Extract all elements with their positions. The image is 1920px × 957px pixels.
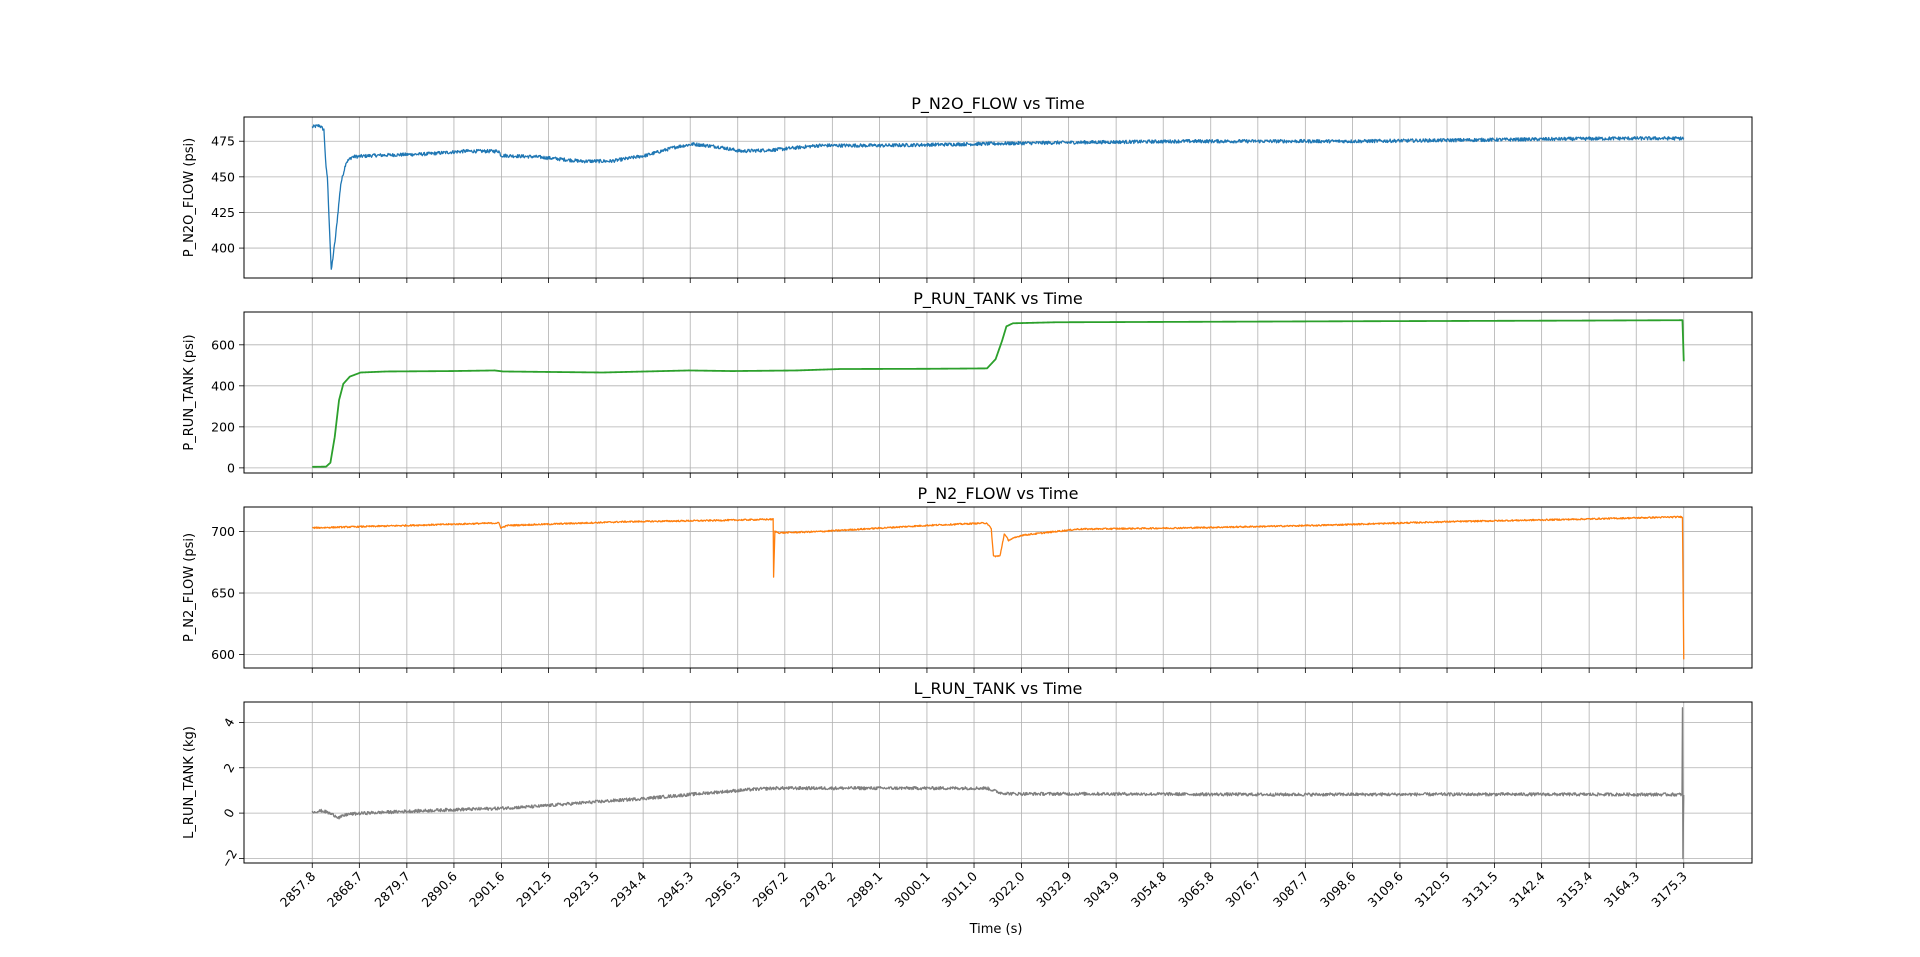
x-tick-label: 2912.5 (513, 869, 555, 911)
axes-frame (243, 506, 1753, 669)
y-axis-label: P_N2_FLOW (psi) (182, 533, 197, 642)
subplot-title: P_RUN_TANK vs Time (913, 289, 1083, 309)
x-tick-label: 3142.4 (1506, 868, 1548, 910)
y-tick-label: 4 (221, 715, 238, 729)
x-tick-label: 2989.1 (844, 869, 886, 911)
x-tick-label: 2934.4 (608, 868, 650, 910)
x-tick-label: 3054.8 (1128, 868, 1170, 910)
x-tick-label: 3164.3 (1601, 869, 1643, 911)
y-axis-label: L_RUN_TANK (kg) (182, 726, 197, 839)
x-tick-label: 2967.2 (749, 869, 791, 911)
subplot-1: P_N2O_FLOW vs Time 400 425 450 475 P_N2O_FLOW… (182, 94, 1753, 283)
x-tick-label: 3098.6 (1317, 868, 1359, 910)
axes-frame (243, 116, 1753, 279)
subplot-title: P_N2_FLOW vs Time (918, 484, 1079, 504)
y-axis-label: P_N2O_FLOW (psi) (182, 138, 197, 257)
subplot-3: P_N2_FLOW vs Time 600 650 700 P_N2_FLOW (psi… (182, 484, 1753, 673)
x-tick-label: 2923.5 (561, 869, 603, 911)
x-tick-label: 3011.0 (939, 868, 981, 910)
y-tick-label: 700 (211, 524, 235, 539)
x-tick-label: 2945.3 (655, 869, 697, 911)
x-tick-label: 3022.0 (986, 868, 1028, 910)
x-tick-label: 3120.5 (1412, 869, 1454, 911)
x-tick-label: 3032.9 (1033, 868, 1075, 910)
subplot-title: L_RUN_TANK vs Time (914, 679, 1083, 699)
x-tick-label: 3131.5 (1459, 869, 1501, 911)
y-tick-label: 650 (211, 586, 235, 601)
y-tick-label: 425 (211, 205, 235, 220)
y-axis-label: P_RUN_TANK (psi) (182, 334, 197, 450)
x-tick-label: 2868.7 (324, 869, 366, 911)
x-tick-label: 2879.7 (371, 869, 413, 911)
y-tick-label: 200 (211, 419, 235, 434)
x-axis-label: Time (s) (969, 922, 1023, 937)
y-tick-label: 400 (211, 241, 235, 256)
y-tick-label: 400 (211, 378, 235, 393)
y-tick-label: 0 (227, 460, 235, 475)
x-tick-label: 2956.3 (702, 869, 744, 911)
axes-frame (243, 701, 1753, 864)
x-tick-label: 2978.2 (797, 869, 839, 911)
series-line (311, 124, 1685, 270)
subplot-title: P_N2O_FLOW vs Time (911, 94, 1084, 114)
y-tick-label: 600 (211, 647, 235, 662)
x-tick-label: 3087.7 (1270, 869, 1312, 911)
subplot-2: P_RUN_TANK vs Time 0 200 400 600 P_RUN_TANK (… (182, 289, 1753, 478)
axes-frame (243, 311, 1753, 474)
x-tick-label: 3065.8 (1175, 868, 1217, 910)
x-tick-label: 3076.7 (1222, 869, 1264, 911)
x-tick-label: 3000.1 (892, 869, 934, 911)
y-tick-label: 450 (211, 169, 235, 184)
x-tick-label: 3109.6 (1365, 868, 1407, 910)
series-line (311, 707, 1685, 860)
x-tick-label: 3153.4 (1554, 868, 1596, 910)
x-tick-label: 3043.9 (1081, 868, 1123, 910)
x-tick-label: 2901.6 (466, 868, 508, 910)
x-tick-label: 2890.6 (419, 868, 461, 910)
series-line (312, 515, 1685, 660)
y-tick-label: 0 (221, 806, 238, 820)
y-tick-label: 600 (211, 337, 235, 352)
y-tick-label: 2 (221, 761, 238, 775)
y-tick-label: −2 (218, 847, 240, 870)
x-tick-label: 3175.3 (1648, 869, 1690, 911)
x-tick-label: 2857.8 (277, 868, 319, 910)
subplot-4: L_RUN_TANK vs Time −2 0 2 4 L_RUN_TANK (kg) 28… (182, 679, 1753, 911)
series-line (311, 319, 1685, 468)
y-tick-label: 475 (211, 134, 235, 149)
